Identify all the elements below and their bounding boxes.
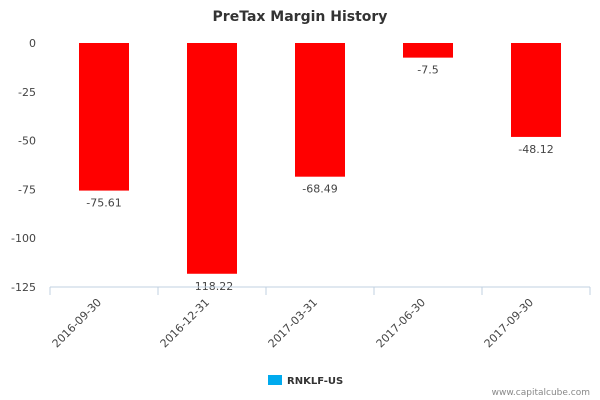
x-tick-label: 2017-03-31 [266, 296, 320, 350]
x-axis: 2016-09-30 2016-12-31 2017-03-31 2017-06-30… [49, 287, 591, 350]
bar[interactable] [79, 43, 129, 191]
bar[interactable] [295, 43, 345, 177]
legend[interactable]: RNKLF-US [268, 375, 343, 387]
legend-label[interactable]: RNKLF-US [287, 376, 343, 387]
bars [79, 43, 561, 274]
bar[interactable] [511, 43, 561, 137]
y-tick-label: -125 [11, 281, 36, 294]
x-tick-label: 2016-12-31 [158, 296, 212, 350]
y-tick-label: 0 [29, 37, 36, 50]
data-labels: -75.61 -118.22 -68.49 -7.5 -48.12 [86, 64, 553, 293]
y-tick-label: -50 [18, 135, 36, 148]
y-axis: 0 -25 -50 -75 -100 -125 [11, 37, 36, 294]
data-label: -118.22 [191, 280, 233, 293]
data-label: -75.61 [86, 197, 121, 210]
x-tick-label: 2017-09-30 [482, 296, 536, 350]
credit-text: www.capitalcube.com [492, 388, 590, 398]
x-tick-label: 2017-06-30 [374, 296, 428, 350]
x-tick-label: 2016-09-30 [50, 296, 104, 350]
chart-title: PreTax Margin History [213, 9, 388, 25]
data-label: -68.49 [302, 183, 337, 196]
data-label: -48.12 [518, 143, 553, 156]
y-tick-label: -100 [11, 232, 36, 245]
legend-swatch[interactable] [268, 375, 282, 385]
y-tick-label: -75 [18, 183, 36, 196]
y-tick-label: -25 [18, 86, 36, 99]
bar[interactable] [187, 43, 237, 274]
bar[interactable] [403, 43, 453, 58]
data-label: -7.5 [417, 64, 438, 77]
